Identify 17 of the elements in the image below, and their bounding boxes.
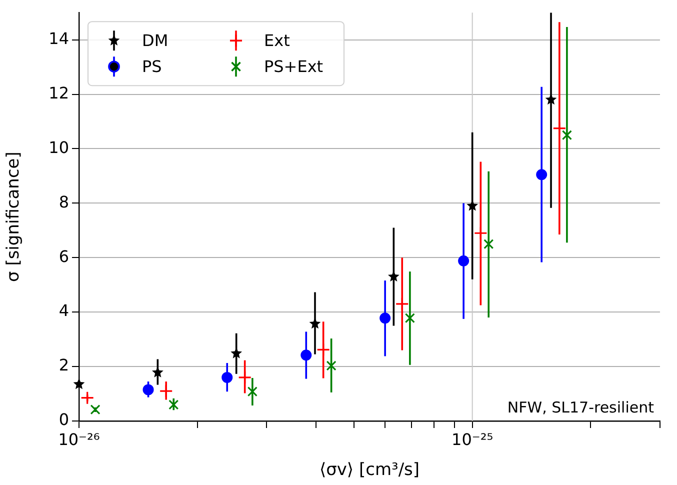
legend-label: DM (142, 30, 168, 50)
y-tick-label: 14 (48, 28, 69, 48)
x-tick-label: 10⁻²⁶ (58, 430, 100, 449)
y-tick-label: 6 (58, 246, 69, 266)
y-tick-label: 10 (48, 138, 69, 157)
y-axis-title: σ [significance] (4, 152, 24, 282)
legend-label: PS (142, 56, 162, 76)
legend-label: Ext (264, 30, 290, 50)
legend-label: PS+Ext (264, 56, 324, 76)
y-tick-label: 8 (58, 192, 69, 212)
y-tick-label: 12 (48, 83, 69, 102)
x-tick-label: 10⁻²⁵ (452, 430, 494, 449)
y-tick-label: 4 (58, 301, 69, 320)
y-tick-label: 2 (58, 356, 69, 375)
x-axis-title: ⟨σv⟩ [cm³/s] (319, 460, 420, 480)
y-tick-label: 0 (58, 410, 69, 430)
annotation: NFW, SL17-resilient (507, 398, 654, 416)
